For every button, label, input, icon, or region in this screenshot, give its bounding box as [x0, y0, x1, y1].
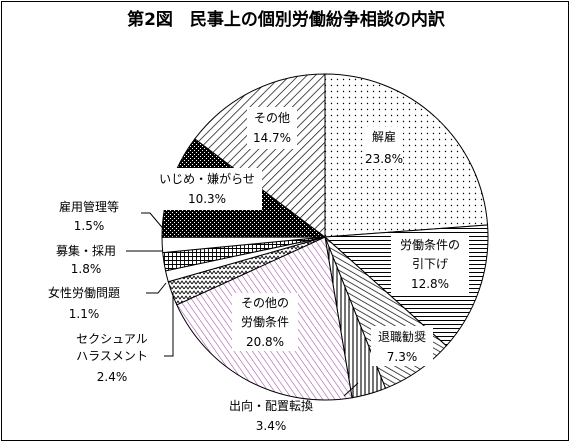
value-josei: 1.1% — [69, 307, 100, 321]
value-boshu: 1.8% — [71, 262, 102, 276]
value-koyou: 1.5% — [74, 219, 105, 233]
value-sekuhara: 2.4% — [97, 370, 128, 384]
label-sonota: その他 — [254, 111, 290, 125]
label-koyou: 雇用管理等 — [59, 199, 119, 214]
pie-slices — [161, 73, 489, 401]
chart-title: 第2図 民事上の個別労働紛争相談の内訳 — [127, 9, 446, 30]
value-sonota-jouken: 20.8% — [246, 335, 284, 349]
label-taishoku: 退職勧奨 — [378, 330, 426, 344]
label-hikisage-1: 労働条件の — [400, 238, 460, 252]
label-sekuhara-1: セクシュアル — [76, 332, 148, 346]
label-bg-kaiko — [365, 127, 403, 169]
label-kaiko: 解雇 — [372, 129, 396, 144]
label-sonota-jouken-1: その他の — [241, 296, 289, 310]
label-sekuhara-2: ハラスメント — [76, 349, 148, 363]
leader-shukko — [343, 382, 359, 397]
label-josei: 女性労働問題 — [48, 285, 120, 300]
value-sonota: 14.7% — [253, 131, 291, 145]
pie-slice-0 — [324, 73, 489, 238]
label-sonota-jouken-2: 労働条件 — [241, 315, 289, 329]
leader-josei — [146, 282, 167, 294]
leader-lines — [126, 212, 359, 397]
value-taishoku: 7.3% — [387, 350, 418, 364]
value-kaiko: 23.8% — [365, 152, 403, 166]
label-bg-hikisage — [391, 234, 469, 294]
label-boshu: 募集・採用 — [56, 243, 116, 258]
leader-sekuhara — [164, 293, 174, 357]
label-shukko: 出向・配置転換 — [229, 398, 313, 413]
value-shukko: 3.4% — [256, 419, 287, 433]
label-bg-taishoku — [371, 326, 433, 366]
label-bg-sonota-jouken — [232, 293, 298, 351]
label-hikisage-2: 引下げ — [412, 257, 448, 271]
label-bg-ijime — [152, 168, 262, 210]
value-hikisage: 12.8% — [411, 277, 449, 291]
leader-koyou — [141, 212, 167, 233]
label-ijime: いじめ・嫌がらせ — [159, 171, 255, 186]
label-bg-sonota — [247, 107, 297, 149]
value-ijime: 10.3% — [188, 192, 226, 206]
